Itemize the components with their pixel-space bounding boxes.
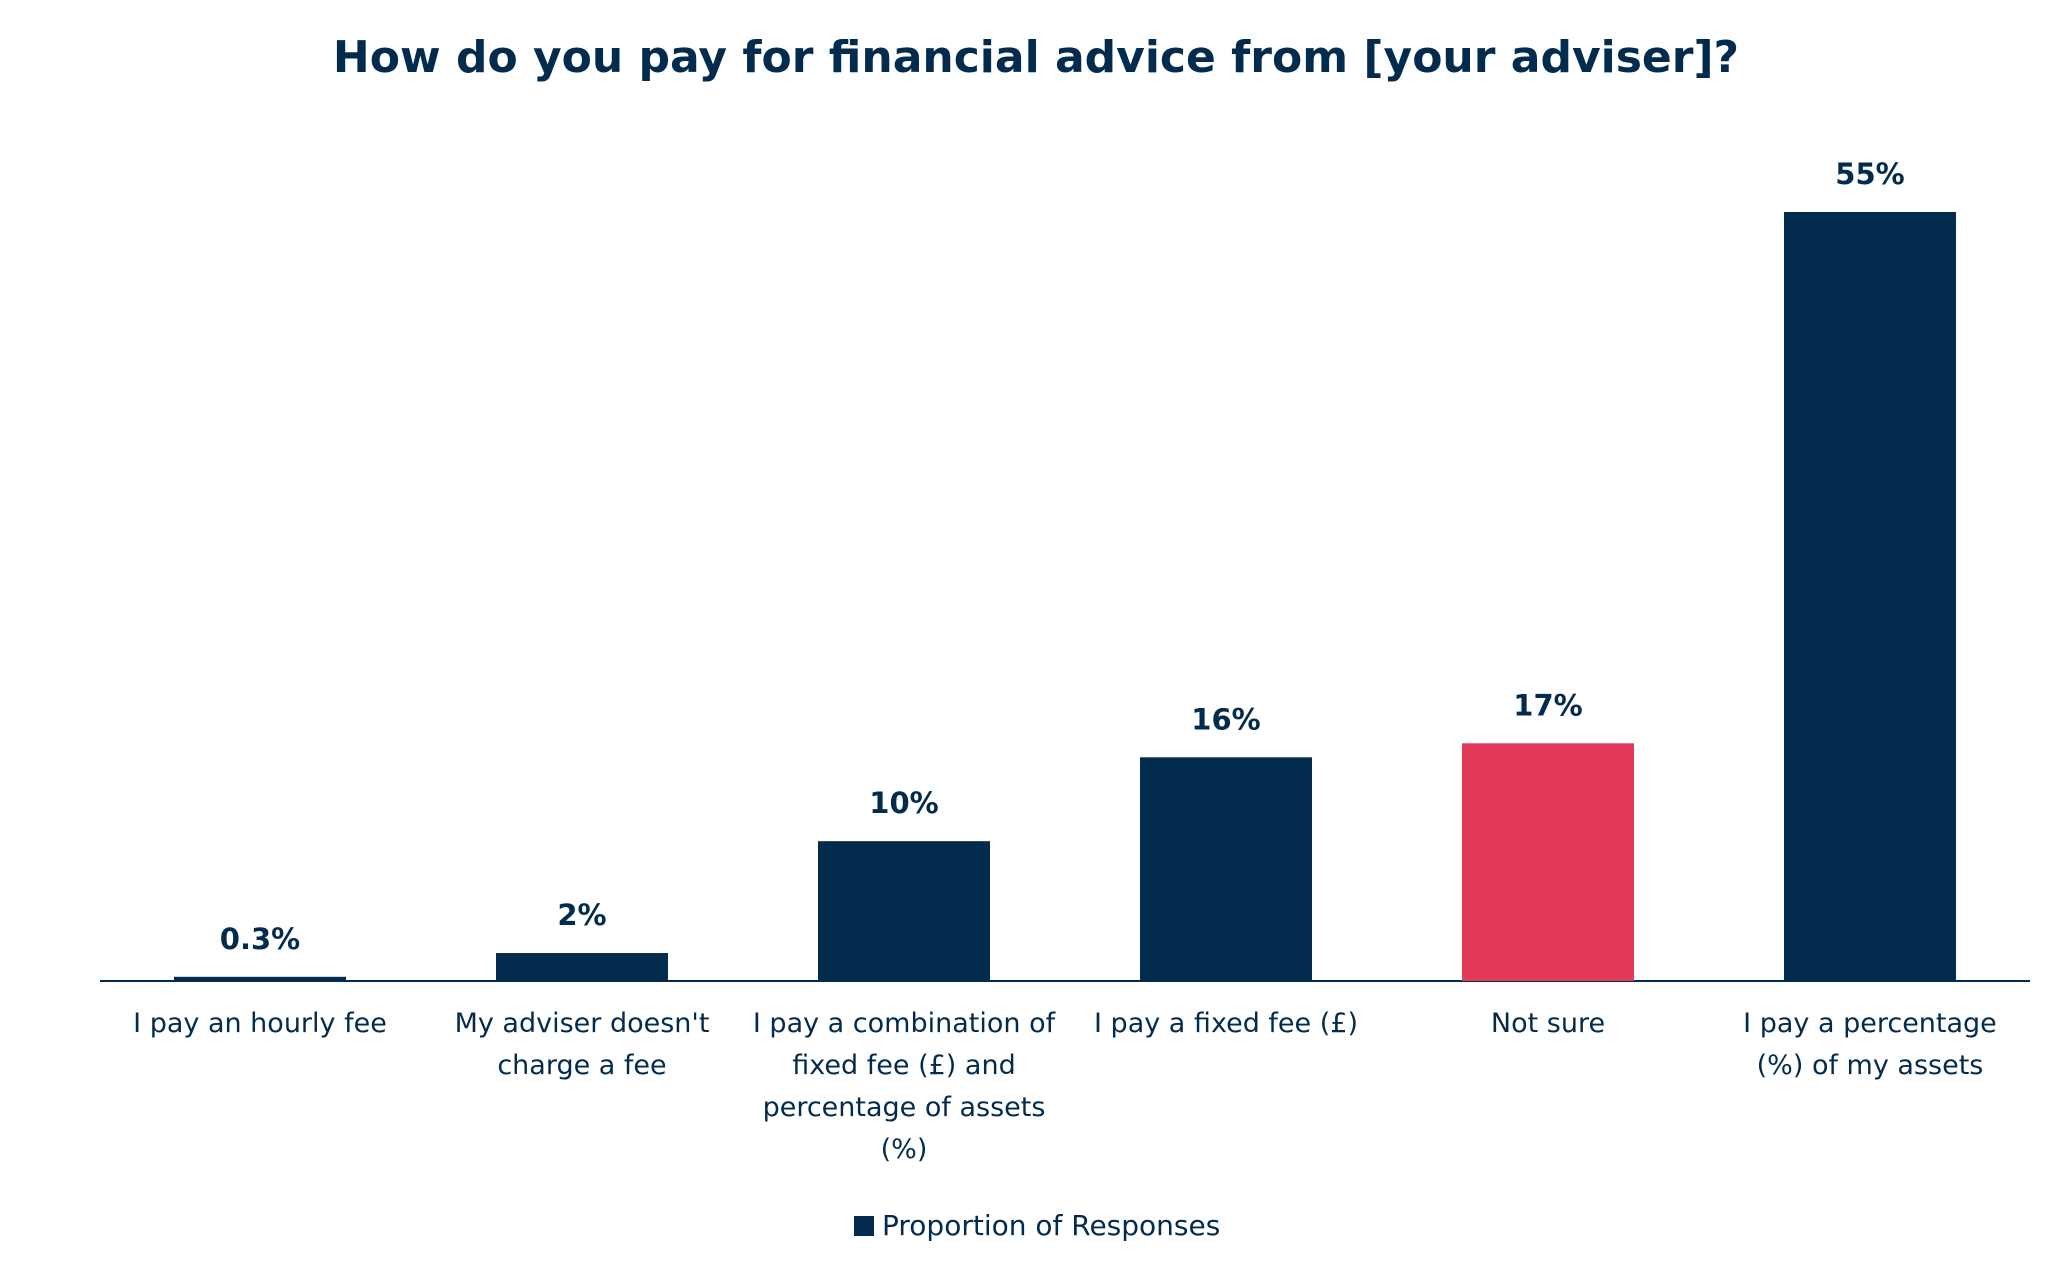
chart-title: How do you pay for financial advice from… xyxy=(333,32,1739,83)
data-label: 17% xyxy=(1513,688,1582,722)
legend-label: Proportion of Responses xyxy=(882,1209,1220,1242)
data-label: 10% xyxy=(869,786,938,820)
x-tick-label: My adviser doesn't charge a fee xyxy=(455,1008,710,1081)
x-tick-label: I pay an hourly fee xyxy=(133,1008,387,1039)
bar xyxy=(496,953,668,981)
x-tick-label: I pay a fixed fee (£) xyxy=(1094,1008,1358,1039)
data-label: 16% xyxy=(1191,702,1260,736)
bar xyxy=(1784,212,1956,981)
bar xyxy=(174,976,346,981)
x-tick-label: I pay a combination of fixed fee (£) and p… xyxy=(753,1008,1057,1165)
x-tick-label: Not sure xyxy=(1491,1008,1605,1039)
bar xyxy=(1462,743,1634,981)
bar xyxy=(1140,757,1312,981)
legend: Proportion of Responses xyxy=(854,1209,1220,1242)
bar xyxy=(818,841,990,981)
x-tick-label: I pay a percentage (%) of my assets xyxy=(1743,1008,1997,1081)
data-label: 55% xyxy=(1835,157,1904,191)
data-label: 0.3% xyxy=(220,922,300,956)
data-label: 2% xyxy=(557,898,606,932)
legend-swatch xyxy=(854,1216,874,1236)
